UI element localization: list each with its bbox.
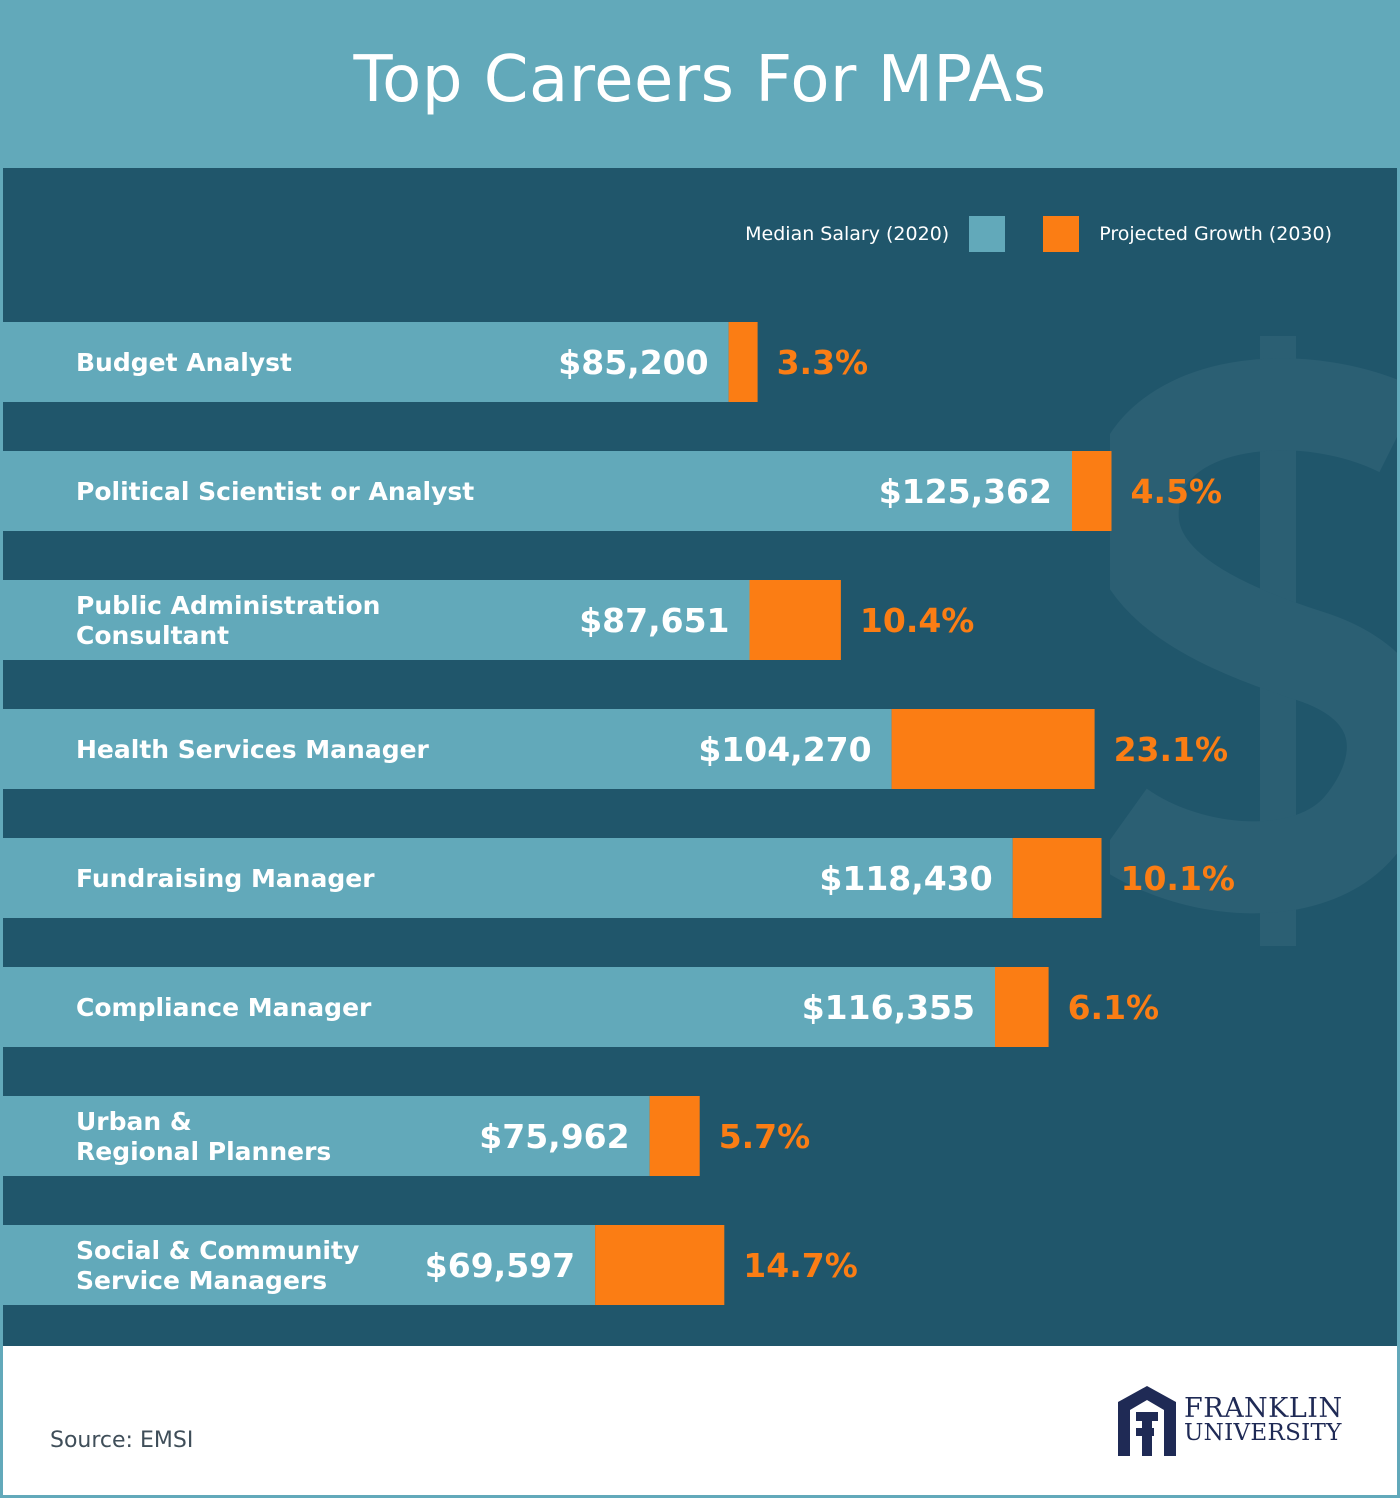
growth-value-label: 10.4% — [860, 601, 975, 640]
growth-value-label: 5.7% — [719, 1117, 811, 1156]
salary-bar — [0, 451, 1072, 531]
salary-value-label: $75,962 — [479, 1117, 629, 1156]
logo-wordmark: FRANKLIN UNIVERSITY — [1184, 1392, 1343, 1447]
bar-row: Social & Community Service Managers $69,59… — [0, 1225, 858, 1305]
bar-row: Budget Analyst $85,200 3.3% — [0, 322, 868, 402]
salary-value-label: $118,430 — [819, 859, 992, 898]
footer-border — [0, 1495, 1400, 1498]
franklin-university-logo: FRANKLIN UNIVERSITY — [1114, 1380, 1354, 1460]
growth-bar — [995, 967, 1049, 1047]
salary-bar — [0, 709, 892, 789]
source-note: Source: EMSI — [50, 1428, 194, 1453]
growth-value-label: 23.1% — [1114, 730, 1229, 769]
category-label: Compliance Manager — [76, 993, 372, 1022]
growth-value-label: 6.1% — [1068, 988, 1160, 1027]
category-label: Social & Community Service Managers — [76, 1236, 359, 1295]
growth-bar — [649, 1096, 700, 1176]
footer: Source: EMSI FRANKLIN UNIVERSITY — [0, 1346, 1400, 1498]
salary-bar — [0, 322, 729, 402]
salary-bar — [0, 580, 750, 660]
category-label: Political Scientist or Analyst — [76, 477, 474, 506]
bar-chart: Budget Analyst $85,200 3.3% Political Scien… — [0, 322, 1235, 1305]
salary-value-label: $69,597 — [425, 1246, 575, 1285]
growth-bar — [1072, 451, 1112, 531]
category-label: Health Services Manager — [76, 735, 430, 764]
logo-line-franklin: FRANKLIN — [1184, 1392, 1343, 1424]
salary-bar — [0, 967, 995, 1047]
category-label: Budget Analyst — [76, 348, 292, 377]
growth-bar — [749, 580, 841, 660]
growth-value-label: 4.5% — [1131, 472, 1223, 511]
header-banner: Top Careers For MPAs — [0, 0, 1400, 168]
salary-bar — [0, 838, 1013, 918]
legend-growth-swatch — [1043, 216, 1080, 252]
bar-row: Fundraising Manager $118,430 10.1% — [0, 838, 1235, 918]
salary-value-label: $116,355 — [802, 988, 975, 1027]
bar-row: Public Administration Consultant $87,651 10… — [0, 580, 974, 660]
legend-salary-label: Median Salary (2020) — [745, 223, 950, 245]
legend-salary-swatch — [969, 216, 1006, 252]
salary-value-label: $104,270 — [698, 730, 871, 769]
bar-row: Political Scientist or Analyst $125,362 4.… — [0, 451, 1222, 531]
category-label: Urban & Regional Planners — [76, 1107, 331, 1166]
salary-value-label: $125,362 — [879, 472, 1052, 511]
legend-growth-label: Projected Growth (2030) — [1099, 223, 1332, 245]
growth-value-label: 3.3% — [777, 343, 869, 382]
logo-line-university: UNIVERSITY — [1184, 1420, 1342, 1447]
salary-value-label: $85,200 — [558, 343, 708, 382]
salary-bar — [0, 1096, 650, 1176]
growth-bar — [595, 1225, 725, 1305]
growth-value-label: 10.1% — [1121, 859, 1236, 898]
category-label: Public Administration Consultant — [76, 591, 380, 650]
bar-row: Compliance Manager $116,355 6.1% — [0, 967, 1159, 1047]
dollar-sign-icon — [1110, 336, 1400, 946]
franklin-logo-icon — [1118, 1386, 1176, 1456]
growth-bar — [728, 322, 758, 402]
bar-row: Health Services Manager $104,270 23.1% — [0, 709, 1228, 789]
category-label: Fundraising Manager — [76, 864, 375, 893]
chart-legend: Median Salary (2020) Projected Growth (2… — [745, 216, 1332, 252]
salary-value-label: $87,651 — [579, 601, 729, 640]
salary-bar — [0, 1225, 596, 1305]
chart-panel: Median Salary (2020) Projected Growth (2… — [0, 168, 1400, 1346]
page-title: Top Careers For MPAs — [353, 43, 1047, 117]
growth-value-label: 14.7% — [743, 1246, 858, 1285]
bar-row: Urban & Regional Planners $75,962 5.7% — [0, 1096, 810, 1176]
growth-bar — [891, 709, 1095, 789]
growth-bar — [1012, 838, 1102, 918]
